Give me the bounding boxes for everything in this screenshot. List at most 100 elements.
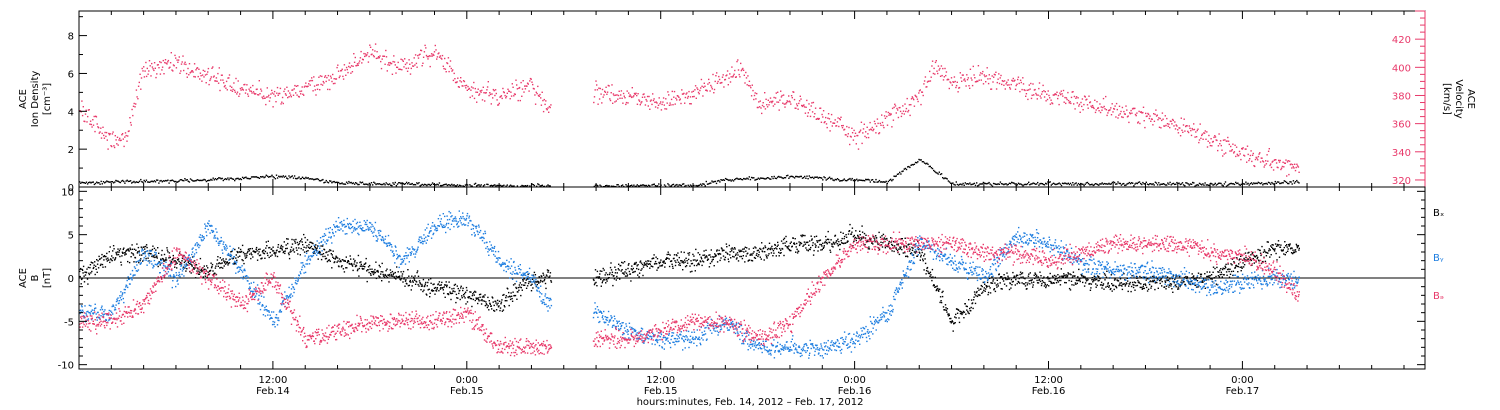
data-point <box>236 91 239 93</box>
data-point <box>100 263 102 265</box>
data-point <box>716 82 719 84</box>
data-point <box>392 275 394 277</box>
data-point <box>831 243 834 245</box>
data-point <box>497 104 500 106</box>
data-point <box>464 85 466 87</box>
data-point <box>168 257 170 259</box>
data-point <box>189 178 192 180</box>
data-point <box>953 81 955 83</box>
data-point <box>610 269 613 271</box>
data-point <box>980 288 982 290</box>
data-point <box>1110 114 1113 116</box>
data-point <box>808 103 810 105</box>
data-point <box>406 277 409 279</box>
data-point <box>888 240 890 243</box>
data-point <box>408 59 410 61</box>
data-point <box>977 80 979 83</box>
data-point <box>927 163 929 165</box>
data-point <box>786 247 789 249</box>
data-point <box>845 236 848 238</box>
data-point <box>770 252 773 254</box>
data-point <box>692 96 694 98</box>
data-point <box>1203 132 1206 134</box>
data-point <box>1055 275 1057 277</box>
data-point <box>1150 183 1152 185</box>
data-point <box>784 177 787 179</box>
data-point <box>1156 184 1159 186</box>
data-point <box>236 177 238 180</box>
data-point <box>1103 182 1106 185</box>
data-point <box>302 93 304 95</box>
data-point <box>1198 141 1200 144</box>
data-point <box>840 180 842 182</box>
data-point <box>471 305 473 308</box>
data-point <box>361 181 364 183</box>
data-point <box>1274 180 1276 183</box>
data-point <box>654 101 656 103</box>
data-point <box>1198 277 1201 279</box>
data-point <box>260 176 262 178</box>
data-point <box>933 284 935 287</box>
data-point <box>1011 181 1013 184</box>
data-point <box>905 245 907 247</box>
data-point <box>524 85 526 87</box>
data-point <box>1086 104 1089 106</box>
data-point <box>301 241 303 243</box>
data-point <box>663 104 665 106</box>
data-point <box>1130 182 1133 184</box>
data-point <box>215 265 217 267</box>
data-point <box>80 283 82 285</box>
data-point <box>811 239 813 241</box>
data-point <box>217 82 220 84</box>
data-point <box>244 83 246 86</box>
data-point <box>861 231 864 233</box>
data-point <box>262 252 265 254</box>
data-point <box>631 87 633 89</box>
data-point <box>1021 272 1024 274</box>
data-point <box>770 178 772 180</box>
data-point <box>730 257 732 259</box>
data-point <box>255 176 257 178</box>
data-point <box>1007 79 1009 81</box>
data-point <box>731 250 733 252</box>
data-point <box>248 250 251 252</box>
data-point <box>796 252 799 254</box>
data-point <box>614 94 617 96</box>
data-point <box>427 289 429 291</box>
data-point <box>151 248 154 251</box>
data-point <box>1271 161 1273 163</box>
data-point <box>637 274 639 276</box>
data-point <box>413 57 415 59</box>
data-point <box>460 287 462 289</box>
data-point <box>605 282 607 284</box>
data-point <box>1096 284 1098 287</box>
data-point <box>304 177 306 180</box>
data-point <box>867 248 870 250</box>
data-point <box>354 259 356 262</box>
data-point <box>638 276 640 278</box>
data-point <box>1068 183 1071 186</box>
data-point <box>1272 160 1274 162</box>
data-point <box>1233 183 1236 186</box>
data-point <box>631 265 633 267</box>
data-point <box>167 59 170 62</box>
data-point <box>421 65 423 67</box>
data-point <box>237 251 239 254</box>
data-point <box>677 252 679 254</box>
data-point <box>330 180 332 182</box>
data-point <box>216 263 218 265</box>
data-point <box>396 266 398 268</box>
data-point <box>1153 276 1155 278</box>
data-point <box>646 262 648 264</box>
data-point <box>105 131 108 134</box>
data-point <box>471 185 473 187</box>
data-point <box>485 92 487 94</box>
data-point <box>610 185 612 187</box>
data-point <box>375 183 377 186</box>
data-point <box>196 270 198 272</box>
data-point <box>171 259 173 261</box>
data-point <box>1251 160 1253 163</box>
data-point <box>1011 80 1014 82</box>
data-point <box>1022 283 1025 285</box>
data-point <box>478 184 480 186</box>
